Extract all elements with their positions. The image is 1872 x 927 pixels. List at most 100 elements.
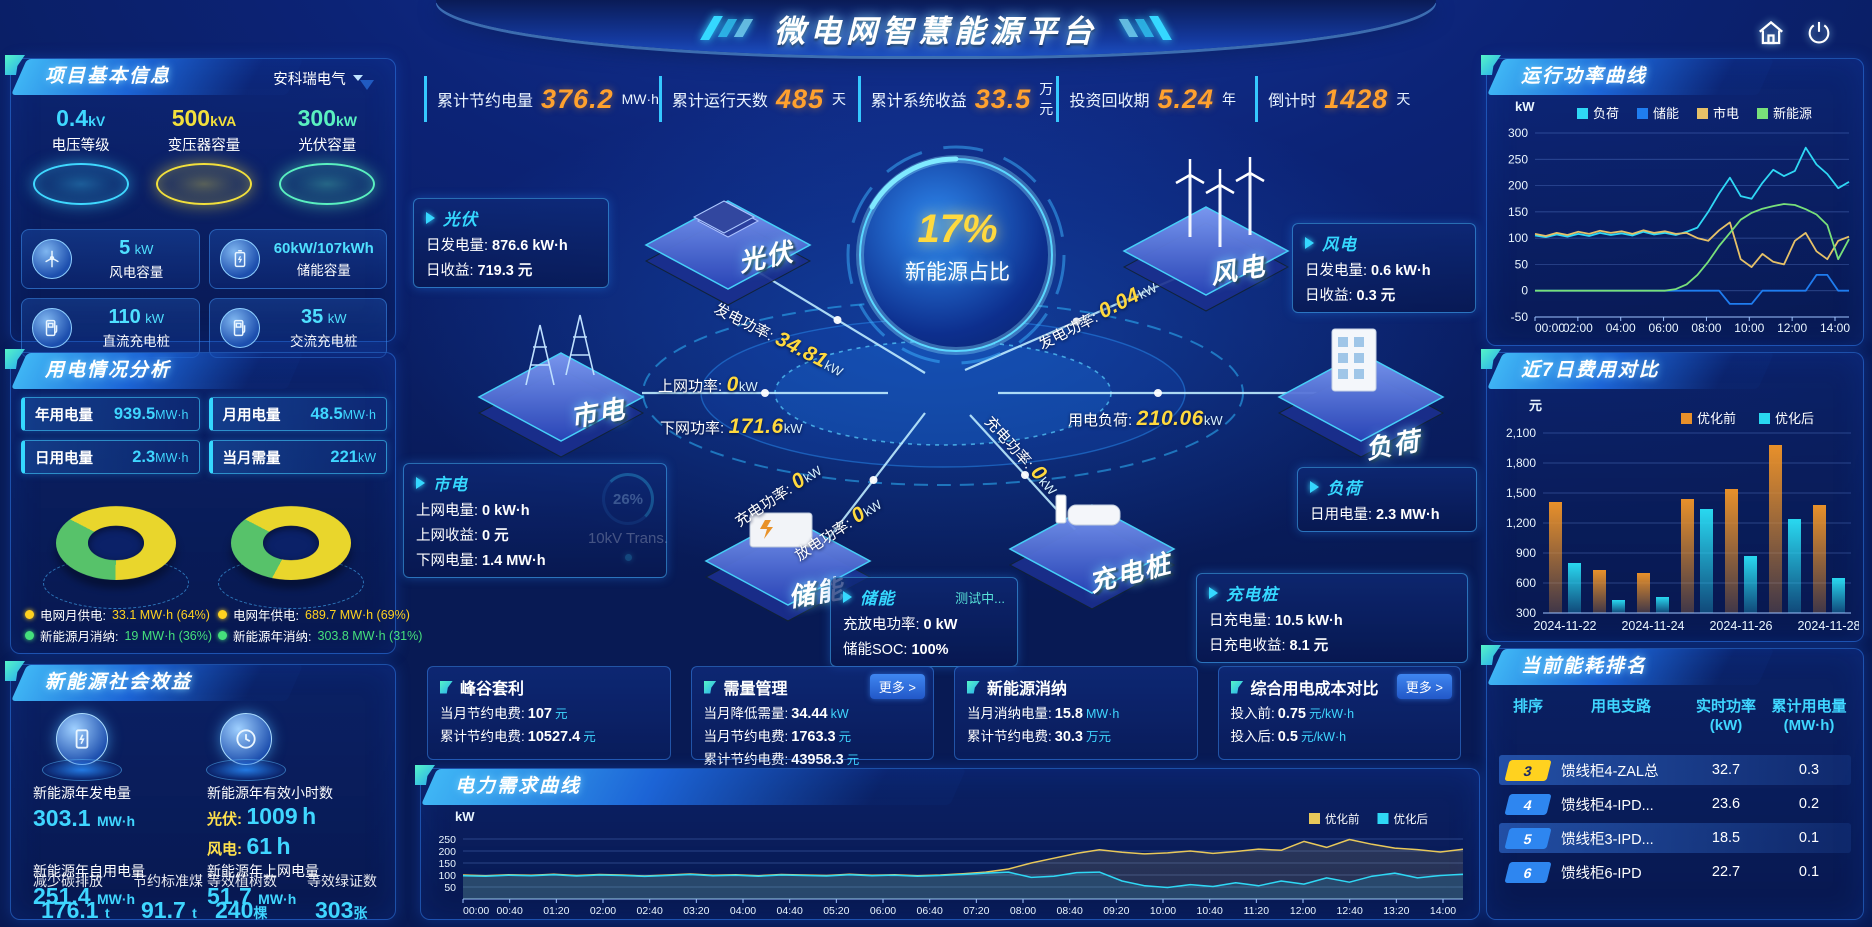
coal-value: 91.7 t	[141, 897, 197, 923]
capacity-value: 110 kW	[108, 306, 165, 328]
gen-value: 303.1 MW·h	[33, 805, 136, 831]
svg-text:03:20: 03:20	[683, 905, 709, 917]
arrow-icon	[426, 212, 435, 224]
total-energy: 0.2	[1798, 796, 1820, 812]
chip-label: 日用电量	[35, 450, 93, 467]
benefit-card: 综合用电成本对比 更多 > 投入前: 0.75 元/kW·h 投入后: 0.5 元/kW·h	[1217, 666, 1461, 760]
home-icon[interactable]	[1752, 14, 1790, 52]
total-energy: 0.1	[1798, 864, 1820, 880]
card-title-row: 新能源消纳	[967, 675, 1185, 699]
flow-grid-down: 下网功率: 171.6kW	[660, 415, 803, 438]
svg-text:08:40: 08:40	[1057, 905, 1083, 917]
svg-text:13:20: 13:20	[1383, 905, 1409, 917]
svg-text:05:20: 05:20	[823, 905, 849, 917]
panel-corner-icon	[1230, 680, 1244, 694]
info-row: 日充电量: 10.5 kW·h	[1209, 613, 1343, 629]
card-row: 累计节约电费: 30.3 万元	[967, 729, 1112, 745]
chip-value: 939.5MW·h	[113, 404, 189, 423]
capacity-label: 交流充电桩	[290, 334, 358, 349]
table-row[interactable]: 6 馈线柜6-IPD 22.7 0.1	[1499, 857, 1851, 887]
svg-text:2024-11-24: 2024-11-24	[1621, 619, 1684, 633]
benefit-card: 新能源消纳 当月消纳电量: 15.8 MW·h 累计节约电费: 30.3 万元	[954, 666, 1198, 760]
more-button[interactable]: 更多 >	[869, 674, 925, 699]
usage-chip: 月用电量 48.5MW·h	[208, 397, 387, 431]
chip-value: 221kW	[330, 447, 376, 466]
ratio-percent: 17%	[917, 207, 998, 251]
card-title-row: 综合用电成本对比	[1230, 675, 1449, 699]
capacity-card: 110 kW 直流充电桩	[21, 298, 200, 358]
svg-text:2024-11-22: 2024-11-22	[1533, 619, 1596, 633]
table-row[interactable]: 4 馈线柜4-IPD... 23.6 0.2	[1499, 789, 1851, 819]
arrow-icon	[1209, 587, 1218, 599]
panel-corner-icon	[967, 680, 980, 694]
table-row[interactable]: 3 馈线柜4-ZAL总 32.7 0.3	[1499, 755, 1851, 785]
table-row[interactable]: 5 馈线柜3-IPD... 18.5 0.1	[1499, 823, 1851, 853]
info-row: 储能SOC: 100%	[843, 642, 949, 658]
generation-podium	[39, 713, 125, 781]
kpi-stats-bar: 累计节约电量 376.2 MW·h 累计运行天数 485 天 累计系统收益 33.5 万元 投资回…	[424, 76, 1454, 122]
svg-text:14:00: 14:00	[1820, 321, 1850, 335]
kpi-label: 累计运行天数	[671, 93, 768, 110]
kpi-value: 485	[775, 83, 824, 114]
podium-row: 0.4kV 电压等级 500kVA 变压器容量 300kW 光伏容量	[19, 105, 389, 205]
svg-text:06:00: 06:00	[870, 905, 896, 917]
kpi-stat: 倒计时 1428 天	[1255, 76, 1454, 122]
capacity-label: 直流充电桩	[102, 334, 171, 349]
panel-header: 项目基本信息	[5, 55, 287, 95]
svg-text:储能: 储能	[1653, 106, 1679, 121]
ranking-rows: 3 馈线柜4-ZAL总 32.7 0.3 4 馈线柜4-IPD... 23.6 0.2 5 馈线柜…	[1499, 755, 1851, 891]
panel-header: 当前能耗排名	[1481, 645, 1758, 685]
info-box-storage: 储能 测试中... 充放电功率: 0 kW 储能SOC: 100%	[830, 577, 1018, 667]
svg-text:10:40: 10:40	[1197, 905, 1223, 917]
svg-text:优化前: 优化前	[1325, 813, 1360, 826]
podium-value: 300kW	[297, 105, 357, 131]
hours-label: 新能源年有效小时数	[207, 785, 333, 801]
capacity-card: 35 kW 交流充电桩	[208, 298, 387, 358]
demand-line-chart: 50 100 150 200 250 00:00 00:40 01:20 02:00 02:40 0…	[429, 812, 1473, 917]
carbon-label: 减少碳排放	[33, 873, 103, 889]
card-row: 投入前: 0.75 元/kW·h	[1230, 706, 1355, 722]
svg-text:04:00: 04:00	[730, 905, 756, 917]
svg-text:10:00: 10:00	[1734, 321, 1764, 335]
panel-header: 运行功率曲线	[1481, 55, 1758, 95]
title-banner: 微电网智慧能源平台	[436, 0, 1436, 56]
capacity-card: 60kW/107kWh 储能容量	[208, 229, 387, 289]
panel-demand-curve: 电力需求曲线 kW 50 100 150 200 250 00:00 00:40 01:20 0…	[415, 765, 1480, 920]
selfuse-label: 新能源年自用电量	[33, 863, 145, 879]
more-button[interactable]: 更多 >	[1396, 674, 1452, 699]
svg-text:2024-11-28: 2024-11-28	[1797, 619, 1859, 633]
card-title: 综合用电成本对比	[1250, 681, 1379, 698]
podium-label: 光伏容量	[298, 138, 357, 154]
rank-badge: 6	[1504, 861, 1552, 883]
svg-text:600: 600	[1516, 576, 1536, 590]
kpi-stat: 累计系统收益 33.5 万元	[857, 76, 1057, 122]
kpi-stat: 投资回收期 5.24 年	[1056, 76, 1255, 122]
capacity-card-text: 5 kW 风电容量	[82, 237, 191, 281]
energy-flow-diagram: 17% 新能源占比 光伏 风电 市电 负荷 储能 充电桩 发电功率: 34.81…	[403, 115, 1480, 667]
capacity-value: 35 kW	[301, 306, 347, 328]
card-row: 累计节约电费: 10527.4 元	[440, 729, 596, 745]
svg-text:200: 200	[1508, 179, 1528, 193]
panel-usage-analysis: 用电情况分析 年用电量 939.5MW·h 月用电量 48.5MW·h 日用电量 2.3M…	[5, 349, 422, 654]
pv-hours: 光伏: 1009 h	[207, 803, 317, 829]
title-deco-left	[700, 16, 754, 40]
y-axis-unit: 元	[1529, 398, 1543, 413]
page-title: 微电网智慧能源平台	[774, 13, 1098, 49]
branch-name: 馈线柜4-IPD...	[1561, 797, 1654, 814]
battery-energy-icon	[56, 713, 108, 765]
panel-header: 电力需求曲线	[415, 765, 950, 805]
branch-name: 馈线柜6-IPD	[1561, 865, 1642, 882]
company-select[interactable]: 安科瑞电气	[253, 66, 383, 90]
total-energy: 0.1	[1798, 830, 1820, 846]
svg-text:900: 900	[1516, 546, 1536, 560]
month-donut-chart	[41, 483, 191, 609]
power-icon[interactable]	[1800, 14, 1838, 52]
legend-dot	[218, 610, 228, 619]
power-line-chart: -50 0 50 100 150 200 250 300 00:00 02:00 04:00 06:0…	[1491, 103, 1859, 343]
kpi-value: 33.5	[974, 83, 1032, 114]
svg-text:100: 100	[438, 870, 456, 882]
podium-label: 变压器容量	[167, 138, 241, 154]
chip-label: 年用电量	[35, 407, 93, 424]
svg-text:市电: 市电	[1713, 106, 1739, 121]
usage-chip: 日用电量 2.3MW·h	[21, 440, 200, 474]
